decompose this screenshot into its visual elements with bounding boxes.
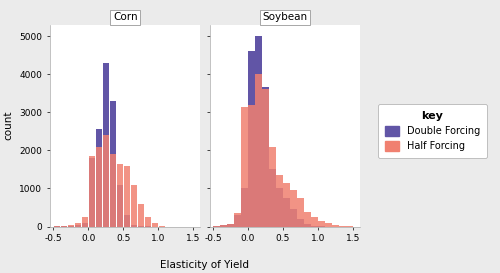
Bar (276, 175, 283, 227)
Bar (227, 224, 234, 227)
Bar (241, 188, 248, 227)
Bar (130, 225, 138, 227)
Bar (283, 198, 290, 227)
Bar (339, 226, 346, 227)
Bar (311, 226, 318, 227)
Bar (60, 226, 68, 227)
Legend: Double Forcing, Half Forcing: Double Forcing, Half Forcing (378, 104, 486, 158)
Bar (82, 217, 88, 227)
Bar (269, 147, 276, 227)
Bar (138, 226, 144, 227)
Bar (304, 224, 311, 227)
Bar (241, 106, 248, 227)
Bar (116, 185, 123, 227)
Y-axis label: count: count (4, 111, 14, 140)
Bar (234, 213, 241, 227)
Bar (311, 217, 318, 227)
Title: Corn: Corn (113, 12, 138, 22)
Bar (332, 225, 339, 227)
Bar (262, 87, 269, 227)
Bar (220, 225, 227, 227)
Bar (290, 209, 297, 227)
Bar (68, 225, 74, 227)
Title: Soybean: Soybean (262, 12, 308, 22)
Bar (130, 185, 138, 227)
Text: Elasticity of Yield: Elasticity of Yield (160, 260, 250, 270)
Bar (102, 63, 110, 227)
Bar (213, 226, 220, 227)
Bar (304, 212, 311, 227)
Bar (152, 223, 158, 227)
Bar (110, 154, 116, 227)
Bar (290, 190, 297, 227)
Bar (110, 101, 116, 227)
Bar (82, 223, 88, 227)
Bar (325, 223, 332, 227)
Bar (68, 226, 74, 227)
Bar (318, 221, 325, 227)
Bar (124, 215, 130, 227)
Bar (74, 223, 82, 227)
Bar (227, 224, 234, 227)
Bar (60, 226, 68, 227)
Bar (255, 74, 262, 227)
Bar (138, 204, 144, 227)
Bar (116, 164, 123, 227)
Bar (283, 183, 290, 227)
Bar (248, 105, 255, 227)
Bar (269, 170, 276, 227)
Bar (96, 147, 102, 227)
Bar (158, 226, 166, 227)
Bar (248, 51, 255, 227)
Bar (88, 156, 96, 227)
Bar (220, 225, 227, 227)
Bar (96, 129, 102, 227)
Bar (88, 158, 96, 227)
Bar (102, 135, 110, 227)
Bar (74, 225, 82, 227)
Bar (276, 188, 283, 227)
Bar (255, 36, 262, 227)
Bar (262, 89, 269, 227)
Bar (297, 219, 304, 227)
Bar (297, 198, 304, 227)
Bar (234, 215, 241, 227)
Bar (124, 166, 130, 227)
Bar (144, 217, 152, 227)
